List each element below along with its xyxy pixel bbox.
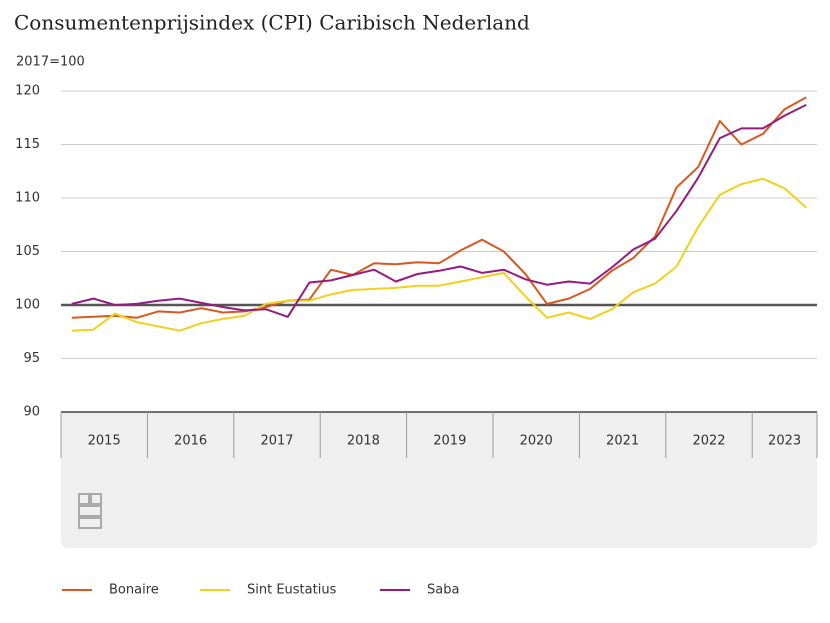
- chart-title: Consumentenprijsindex (CPI) Caribisch Ne…: [14, 11, 530, 35]
- legend-label: Bonaire: [109, 583, 159, 598]
- x-tick-label: 2023: [768, 434, 801, 449]
- series-line: [71, 177, 807, 332]
- y-tick-label: 115: [15, 137, 40, 152]
- y-axis-label: 2017=100: [16, 55, 85, 70]
- logo: [78, 493, 102, 529]
- y-tick-label: 95: [23, 351, 40, 366]
- x-tick-label: 2015: [88, 434, 121, 449]
- x-tick-label: 2022: [692, 434, 725, 449]
- legend-label: Saba: [427, 583, 459, 598]
- x-tick-label: 2018: [347, 434, 380, 449]
- series-line: [71, 104, 807, 318]
- y-tick-label: 110: [15, 191, 40, 206]
- legend-label: Sint Eustatius: [247, 583, 337, 598]
- x-tick-label: 2017: [260, 434, 293, 449]
- y-tick-label: 90: [23, 405, 40, 420]
- x-tick-label: 2020: [520, 434, 553, 449]
- x-tick-label: 2016: [174, 434, 207, 449]
- x-tick-label: 2021: [606, 434, 639, 449]
- y-tick-label: 105: [15, 244, 40, 259]
- x-axis-panel: [61, 412, 817, 548]
- x-tick-label: 2019: [433, 434, 466, 449]
- y-tick-label: 120: [15, 84, 40, 99]
- series-line: [71, 96, 807, 319]
- y-tick-label: 100: [15, 298, 40, 313]
